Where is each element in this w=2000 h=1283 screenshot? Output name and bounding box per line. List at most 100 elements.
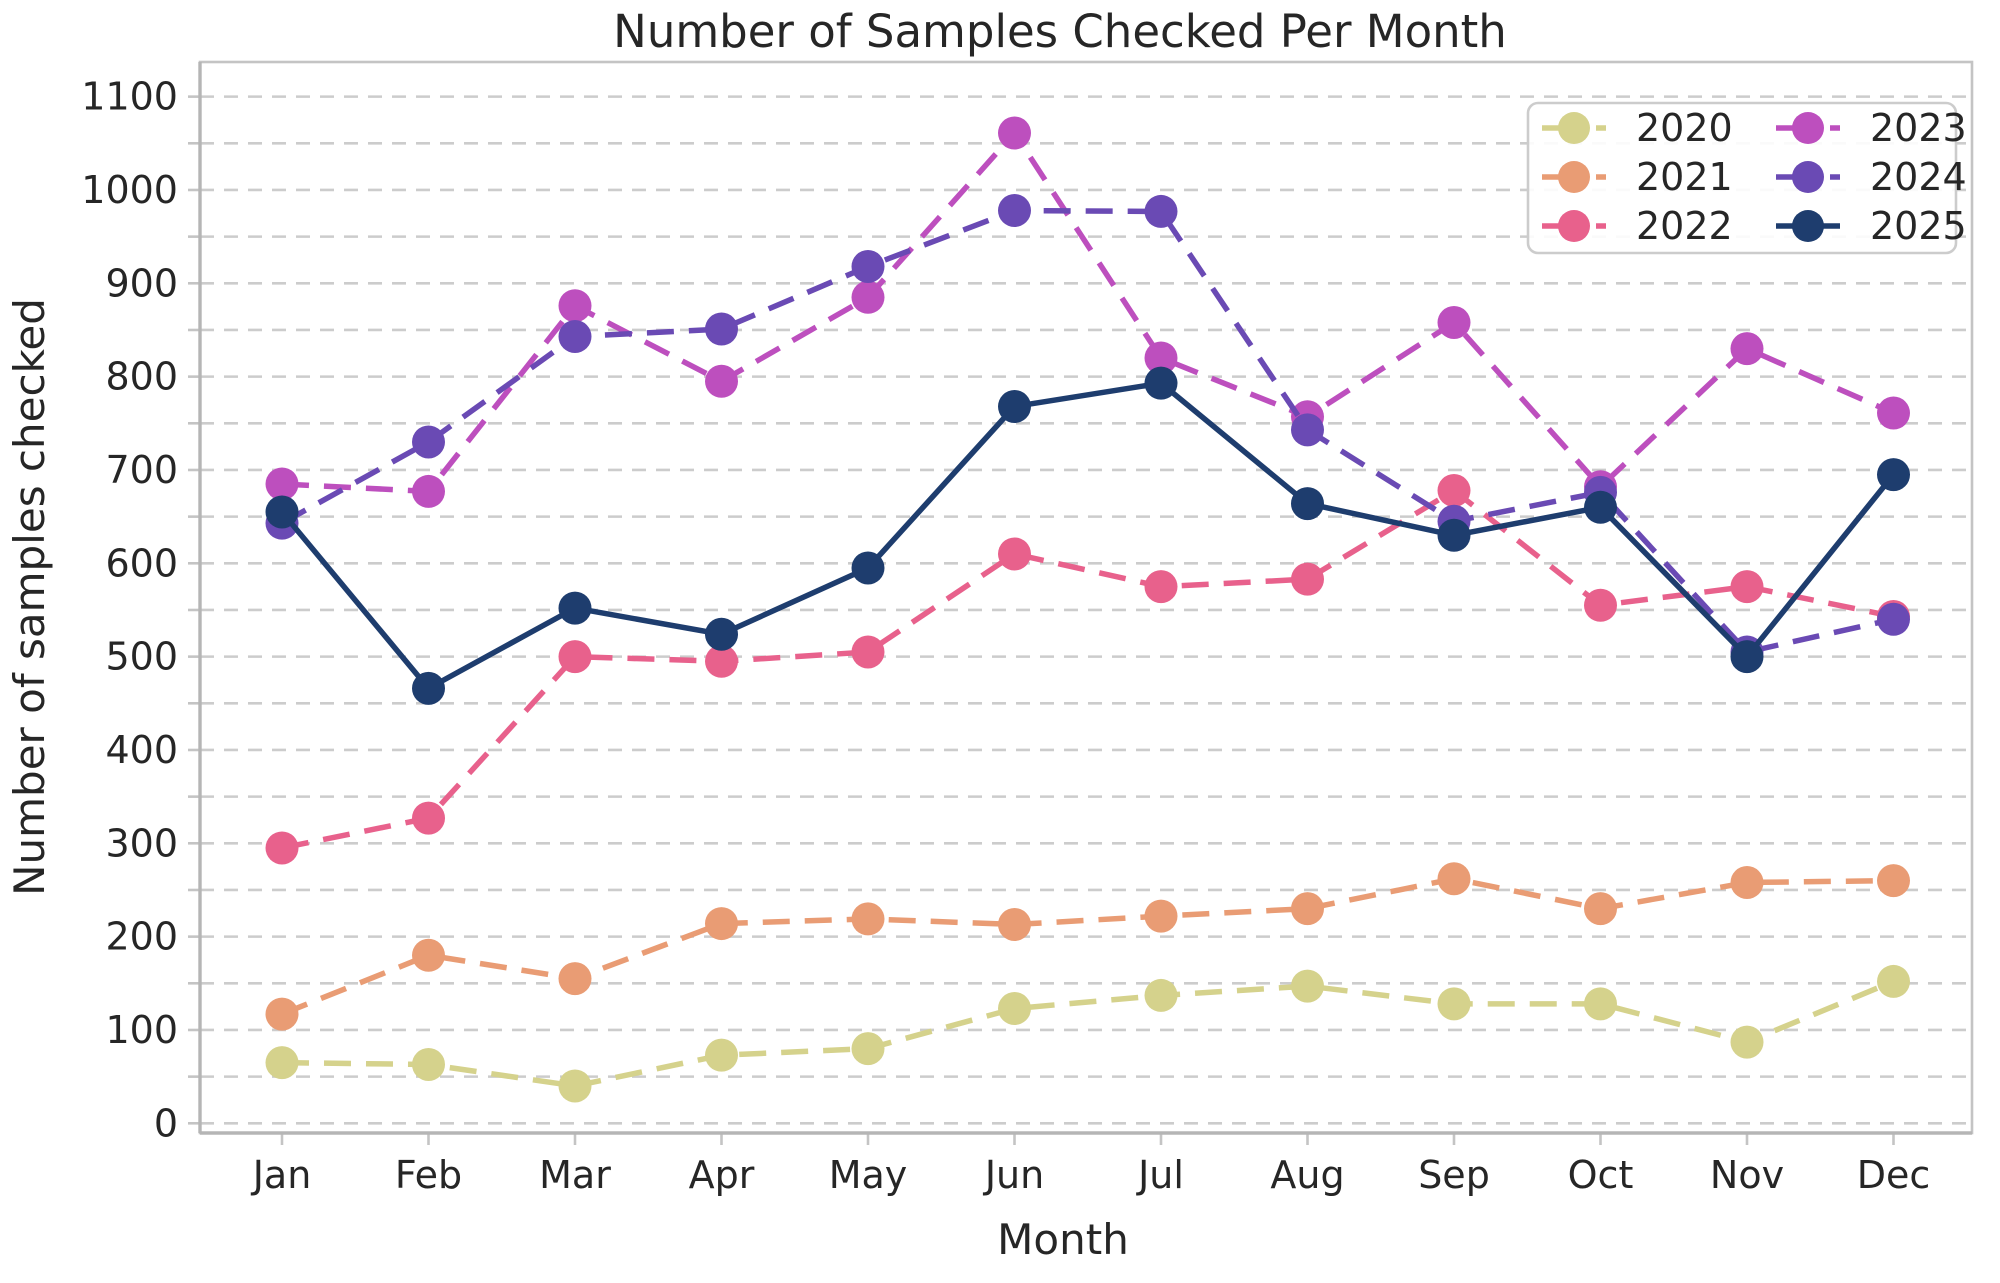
series-line-2025 [279,380,1896,692]
data-point-2025-Mar [558,591,592,625]
chart-title: Number of Samples Checked Per Month [613,5,1507,58]
legend-entry-2023: 2023 [1776,106,1967,150]
data-point-2024-Mar [558,320,592,354]
legend-label-2025: 2025 [1870,204,1967,248]
data-point-2021-May [851,902,885,936]
data-point-2025-Aug [1291,487,1324,521]
data-point-2025-Apr [705,617,738,651]
axes-layer [188,60,1974,1145]
data-point-2022-Jul [1144,570,1178,604]
legend-entry-2022: 2022 [1542,204,1733,248]
data-point-2024-Feb [412,425,445,459]
legend-marker-2021 [1558,161,1590,193]
legend-entry-2024: 2024 [1776,155,1967,199]
data-point-2020-Oct [1584,987,1617,1021]
data-point-2025-Jan [265,495,299,529]
data-point-2023-Feb [412,474,445,508]
data-point-2021-Jun [998,908,1031,942]
x-axis-label: Month [997,1215,1129,1264]
series-line-2024 [280,207,1895,655]
x-tick-label: Oct [1568,1153,1634,1197]
legend-box [1526,101,1958,255]
y-tick-label: 600 [105,541,178,585]
data-point-2021-Jul [1144,899,1178,933]
x-tick-label: Jun [983,1153,1044,1197]
data-point-2025-Sep [1437,518,1471,552]
x-tick-label: Aug [1270,1153,1344,1197]
series-line-2022 [281,487,1895,851]
legend-marker-2023 [1792,112,1824,144]
x-tick-label: Apr [689,1153,755,1197]
y-tick-label: 1000 [81,168,178,212]
data-point-2020-Aug [1291,969,1324,1003]
data-point-2021-Sep [1437,862,1471,896]
y-tick-label: 900 [105,261,178,305]
legend-marker-2024 [1792,161,1824,193]
data-point-2023-Jul [1144,341,1178,375]
legend-marker-2025 [1792,210,1824,242]
data-point-2020-Jun [998,992,1031,1026]
y-tick-label: 0 [154,1101,178,1145]
y-tick-label: 800 [105,355,178,399]
data-point-2023-Jan [265,467,299,501]
data-point-2025-Feb [412,671,445,705]
data-point-2023-May [851,280,885,314]
data-point-2022-May [851,635,885,669]
y-tick-label: 300 [105,821,178,865]
data-point-2021-Feb [412,938,445,972]
data-point-2024-Aug [1291,413,1324,447]
data-point-2023-Apr [705,364,738,398]
data-point-2024-Jun [998,194,1031,228]
data-point-2025-Nov [1730,640,1764,674]
x-tick-label: Jan [251,1153,312,1197]
data-point-2024-Dec [1877,602,1910,636]
data-point-2021-Dec [1877,864,1910,898]
data-point-2020-Feb [412,1048,445,1082]
series-2025 [265,366,1910,705]
data-point-2022-Sep [1437,474,1471,508]
legend-marker-2022 [1558,210,1590,242]
legend-marker-2020 [1558,112,1590,144]
data-point-2023-Mar [558,289,592,323]
series-2022 [265,474,1910,865]
series-2021 [265,862,1910,1031]
data-point-2023-Jun [998,116,1031,150]
x-tick-label: Nov [1710,1153,1784,1197]
data-point-2021-Apr [705,907,738,941]
data-point-2021-Jan [265,997,299,1031]
y-tick-label: 400 [105,728,178,772]
data-point-2024-Apr [705,312,738,346]
x-tick-label: Dec [1857,1153,1931,1197]
data-point-2022-Jun [998,537,1031,571]
data-point-2020-Nov [1730,1025,1764,1059]
series-2024 [265,194,1910,669]
legend-label-2023: 2023 [1870,106,1967,150]
series-layer [265,116,1910,1103]
data-point-2022-Nov [1730,570,1764,604]
data-point-2020-May [851,1032,885,1066]
y-tick-label: 1100 [81,75,178,119]
data-point-2021-Mar [558,962,592,996]
data-point-2024-May [851,250,885,284]
x-tick-label: Jul [1136,1153,1184,1197]
data-point-2025-Jun [998,390,1031,424]
series-2020 [265,964,1910,1103]
data-point-2021-Oct [1584,892,1617,926]
x-tick-label: Mar [539,1153,611,1197]
data-point-2022-Aug [1291,562,1324,596]
data-point-2021-Nov [1730,866,1764,900]
series-line-2021 [280,876,1894,1017]
y-tick-label: 500 [105,635,178,679]
x-tick-label: May [829,1153,908,1197]
legend-entry-2020: 2020 [1542,106,1733,150]
x-tick-label: Feb [395,1153,462,1197]
data-point-2020-Mar [558,1069,592,1103]
data-point-2020-Sep [1437,987,1471,1021]
legend: 2020 2021 2022 2023 2024 2025 [1526,101,1967,255]
data-point-2020-Dec [1877,964,1910,998]
x-tick-label: Sep [1418,1153,1490,1197]
legend-label-2024: 2024 [1870,155,1967,199]
data-point-2025-May [851,551,885,585]
